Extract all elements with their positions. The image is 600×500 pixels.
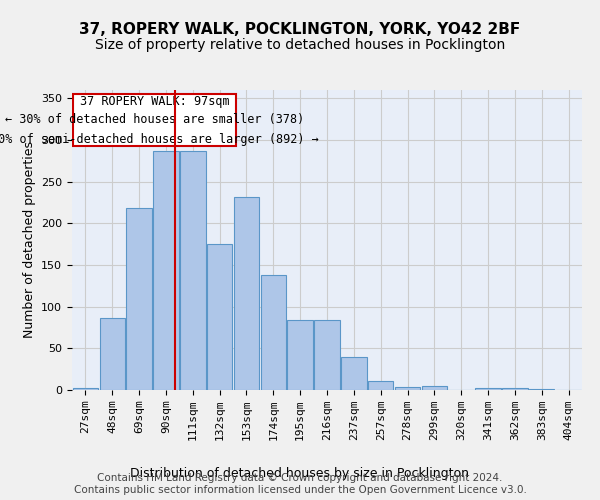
Text: 37, ROPERY WALK, POCKLINGTON, YORK, YO42 2BF: 37, ROPERY WALK, POCKLINGTON, YORK, YO42…	[79, 22, 521, 38]
Text: Distribution of detached houses by size in Pocklington: Distribution of detached houses by size …	[131, 468, 470, 480]
Text: Size of property relative to detached houses in Pocklington: Size of property relative to detached ho…	[95, 38, 505, 52]
Bar	[127, 208, 152, 390]
Bar	[502, 388, 527, 390]
Bar	[314, 320, 340, 390]
Text: Contains HM Land Registry data © Crown copyright and database right 2024.
Contai: Contains HM Land Registry data © Crown c…	[74, 474, 526, 495]
Bar	[368, 381, 394, 390]
Bar	[100, 318, 125, 390]
Bar	[287, 320, 313, 390]
Bar	[73, 388, 98, 390]
Bar	[260, 275, 286, 390]
Bar	[207, 244, 232, 390]
FancyBboxPatch shape	[73, 94, 236, 146]
Bar	[153, 151, 179, 390]
Bar	[234, 196, 259, 390]
Bar	[475, 388, 501, 390]
Bar	[341, 356, 367, 390]
Bar	[180, 151, 206, 390]
Bar	[395, 386, 420, 390]
Bar	[422, 386, 447, 390]
Y-axis label: Number of detached properties: Number of detached properties	[23, 142, 35, 338]
Text: 37 ROPERY WALK: 97sqm
← 30% of detached houses are smaller (378)
70% of semi-det: 37 ROPERY WALK: 97sqm ← 30% of detached …	[0, 94, 319, 146]
Bar	[529, 389, 554, 390]
